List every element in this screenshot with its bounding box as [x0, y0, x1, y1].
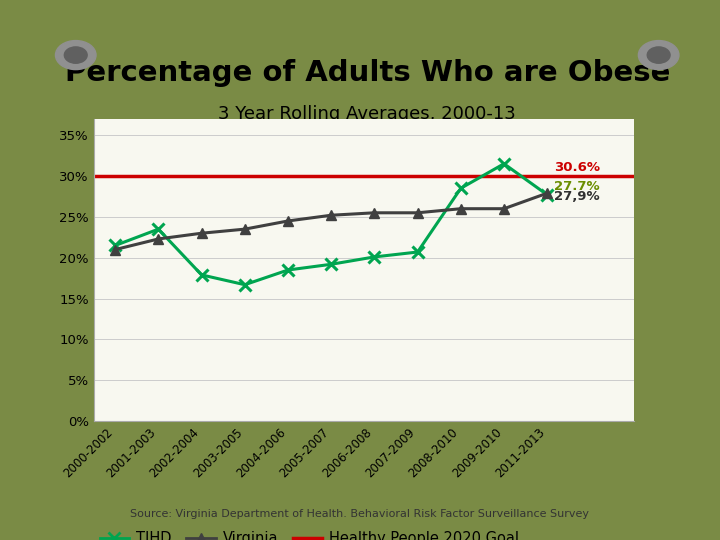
Text: 27,9%: 27,9% [554, 190, 599, 203]
Circle shape [639, 40, 679, 70]
Circle shape [647, 47, 670, 63]
Text: 30.6%: 30.6% [554, 160, 600, 173]
Text: Source: Virginia Department of Health. Behavioral Risk Factor Surveillance Surve: Source: Virginia Department of Health. B… [130, 509, 590, 519]
Circle shape [64, 47, 87, 63]
Text: 27.7%: 27.7% [554, 180, 599, 193]
Circle shape [55, 40, 96, 70]
Legend: TJHD, Virginia, Healthy People 2020 Goal: TJHD, Virginia, Healthy People 2020 Goal [94, 525, 525, 540]
Text: 3 Year Rolling Averages, 2000-13: 3 Year Rolling Averages, 2000-13 [218, 105, 516, 123]
Text: Percentage of Adults Who are Obese: Percentage of Adults Who are Obese [65, 59, 670, 87]
